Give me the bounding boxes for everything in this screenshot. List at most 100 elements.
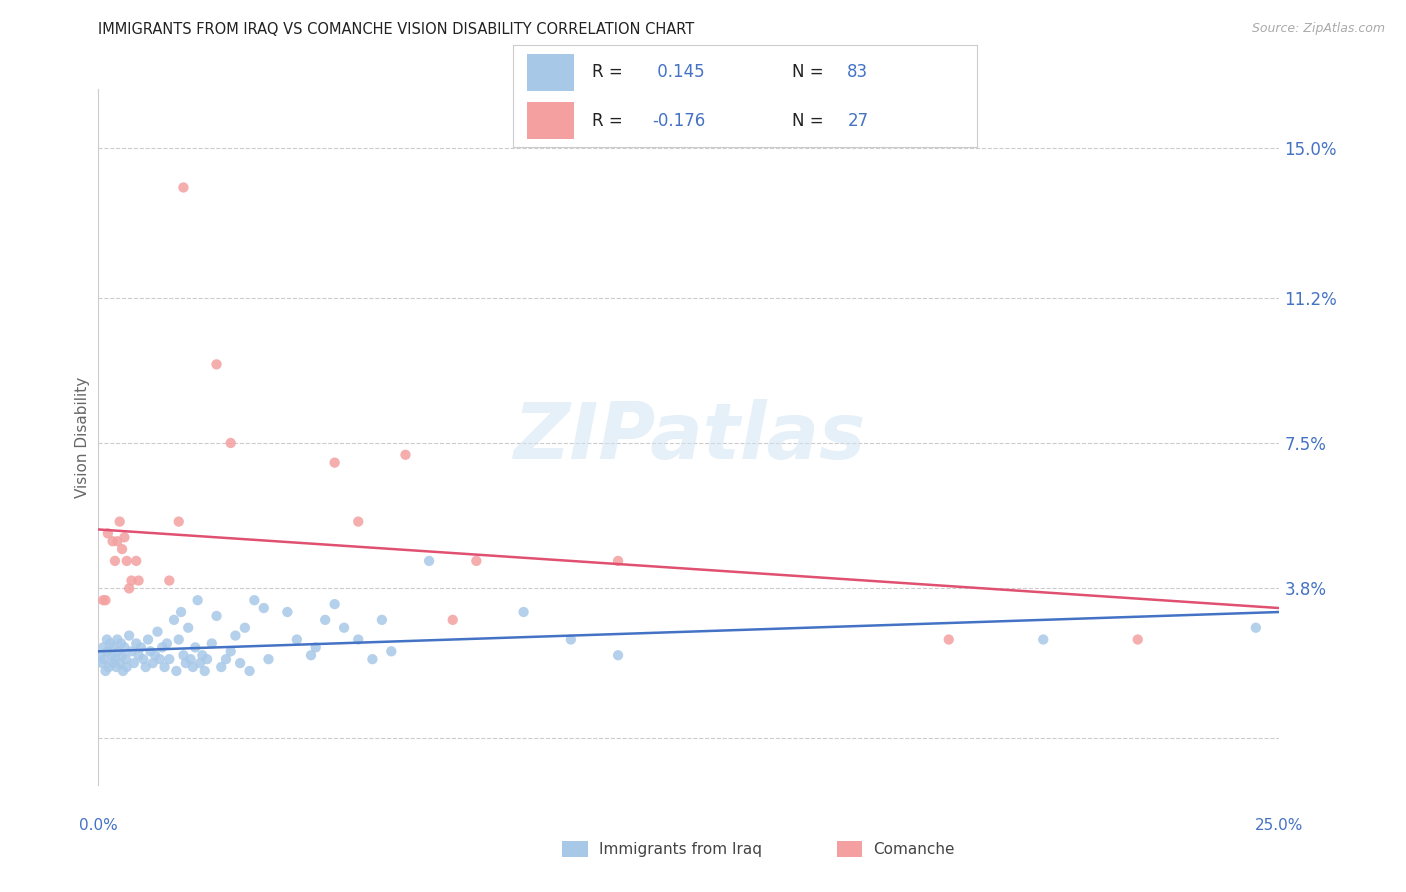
- Point: [110, 636, 132, 650]
- Point: [118, 629, 141, 643]
- Point: [229, 656, 252, 670]
- Point: [94, 593, 117, 607]
- Point: [314, 613, 336, 627]
- Point: [98, 636, 121, 650]
- Text: Immigrants from Iraq: Immigrants from Iraq: [599, 842, 762, 856]
- Point: [93, 652, 115, 666]
- Point: [163, 613, 186, 627]
- Point: [1032, 632, 1054, 647]
- Point: [187, 593, 209, 607]
- Point: [90, 648, 112, 663]
- Point: [243, 593, 266, 607]
- Point: [560, 632, 582, 647]
- Point: [153, 660, 176, 674]
- Point: [132, 652, 155, 666]
- Point: [219, 436, 242, 450]
- Point: [172, 180, 194, 194]
- Point: [253, 601, 276, 615]
- Point: [167, 515, 190, 529]
- Point: [209, 660, 232, 674]
- Point: [184, 640, 207, 655]
- Text: -0.176: -0.176: [652, 112, 706, 129]
- Point: [125, 636, 148, 650]
- Point: [361, 652, 384, 666]
- Point: [143, 648, 166, 663]
- Point: [115, 554, 138, 568]
- Point: [104, 554, 127, 568]
- Point: [114, 652, 136, 666]
- Point: [112, 530, 135, 544]
- Point: [142, 656, 165, 670]
- Point: [233, 621, 256, 635]
- Point: [156, 636, 179, 650]
- Point: [97, 660, 120, 674]
- Point: [205, 357, 228, 371]
- Point: [219, 644, 242, 658]
- Text: 25.0%: 25.0%: [1256, 818, 1303, 832]
- Point: [323, 597, 346, 611]
- Point: [91, 593, 114, 607]
- Point: [938, 632, 960, 647]
- Point: [177, 621, 200, 635]
- Point: [1126, 632, 1149, 647]
- Point: [118, 582, 141, 596]
- Text: N =: N =: [792, 63, 828, 81]
- Point: [150, 640, 173, 655]
- Point: [121, 644, 143, 658]
- Point: [97, 526, 120, 541]
- Point: [112, 640, 135, 655]
- Point: [257, 652, 280, 666]
- Bar: [527, 102, 574, 139]
- Point: [139, 644, 162, 658]
- Point: [100, 648, 122, 663]
- Point: [105, 632, 128, 647]
- Point: [441, 613, 464, 627]
- Point: [418, 554, 440, 568]
- Point: [157, 574, 180, 588]
- Point: [115, 660, 138, 674]
- Point: [91, 656, 114, 670]
- Point: [101, 656, 124, 670]
- Point: [167, 632, 190, 647]
- Point: [172, 648, 194, 663]
- Point: [276, 605, 298, 619]
- Point: [128, 574, 150, 588]
- Text: Source: ZipAtlas.com: Source: ZipAtlas.com: [1251, 22, 1385, 36]
- Point: [239, 664, 262, 678]
- Point: [194, 664, 217, 678]
- Point: [107, 644, 129, 658]
- Point: [146, 624, 169, 639]
- Text: Comanche: Comanche: [873, 842, 955, 856]
- Text: 83: 83: [848, 63, 869, 81]
- Point: [121, 574, 143, 588]
- Point: [465, 554, 488, 568]
- Point: [191, 648, 214, 663]
- Text: 27: 27: [848, 112, 869, 129]
- Point: [323, 456, 346, 470]
- Point: [607, 554, 630, 568]
- Point: [180, 652, 202, 666]
- Text: 0.0%: 0.0%: [79, 818, 118, 832]
- Point: [224, 629, 246, 643]
- Point: [165, 664, 187, 678]
- Point: [512, 605, 534, 619]
- Y-axis label: Vision Disability: Vision Disability: [75, 376, 90, 498]
- Point: [299, 648, 322, 663]
- Point: [1244, 621, 1267, 635]
- Point: [157, 652, 180, 666]
- Point: [111, 542, 134, 557]
- Point: [347, 632, 370, 647]
- Point: [205, 609, 228, 624]
- Point: [105, 660, 128, 674]
- Point: [188, 656, 211, 670]
- Text: N =: N =: [792, 112, 828, 129]
- Point: [149, 652, 172, 666]
- Point: [101, 534, 124, 549]
- Point: [105, 534, 128, 549]
- Point: [125, 554, 148, 568]
- Point: [305, 640, 328, 655]
- Point: [333, 621, 356, 635]
- Point: [201, 636, 224, 650]
- Point: [129, 640, 152, 655]
- Bar: [527, 54, 574, 91]
